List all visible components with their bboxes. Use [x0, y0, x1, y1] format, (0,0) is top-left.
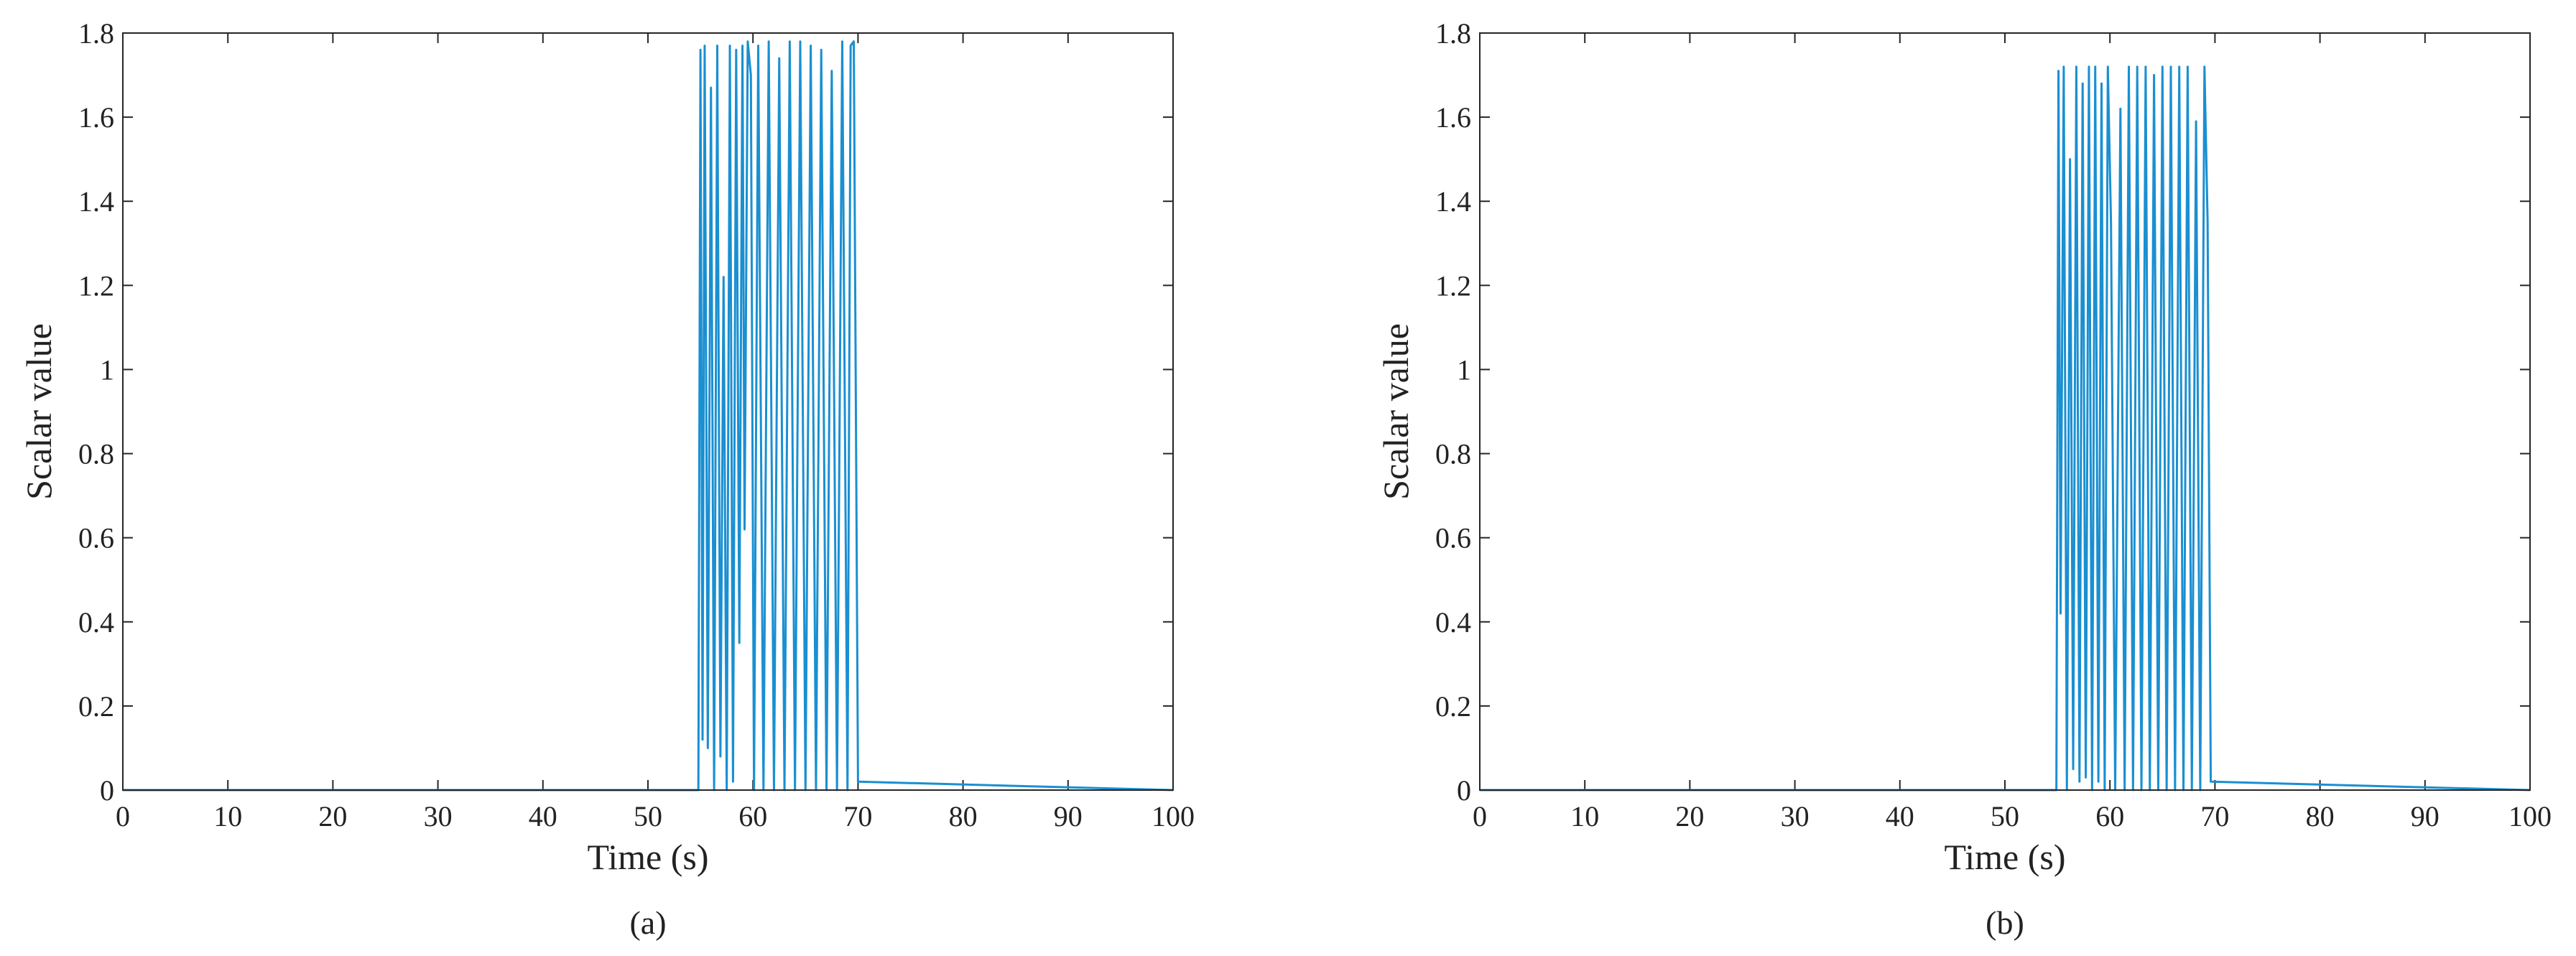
x-tick-label: 10: [1570, 800, 1599, 832]
plot-area: [123, 33, 1173, 790]
y-tick-label: 1.6: [1435, 101, 1471, 134]
axes-box: [122, 32, 1174, 791]
chart: 0 10 20 30 40 50 60 70 80 90 100 0 0.2 0.4 0.6 0.8 1 1.2 1…: [19, 17, 1195, 941]
chart: 0 10 20 30 40 50 60 70 80 90 100 0 0.2 0.4 0.6 0.8 1 1.2 1…: [1376, 17, 2552, 941]
x-tick-label: 0: [116, 800, 130, 832]
y-tick-label: 1.6: [78, 101, 114, 134]
axes-box: [1479, 32, 2531, 791]
x-tick-label: 70: [843, 800, 872, 832]
x-tick-label: 40: [529, 800, 557, 832]
x-tick-label: 50: [1991, 800, 2019, 832]
x-tick-label: 30: [424, 800, 453, 832]
y-tick-label: 1.4: [78, 185, 114, 218]
x-tick-label: 50: [634, 800, 662, 832]
x-tick-label: 80: [949, 800, 978, 832]
x-axis-label: Time (s): [587, 837, 708, 877]
x-tick-label: 70: [2200, 800, 2229, 832]
x-tick-label: 0: [1473, 800, 1487, 832]
y-axis-label: Scalar value: [1376, 323, 1416, 500]
y-tick-label: 0: [1457, 774, 1471, 807]
y-tick-label: 0.6: [1435, 522, 1471, 554]
y-tick-label: 1: [100, 353, 114, 386]
x-tick-label: 60: [738, 800, 767, 832]
y-tick-label: 0.8: [78, 438, 114, 470]
x-tick-label: 10: [213, 800, 242, 832]
y-tick-label: 1.8: [1435, 17, 1471, 50]
y-tick-label: 0.2: [78, 690, 114, 723]
x-tick-label: 60: [2095, 800, 2124, 832]
y-tick-label: 0.8: [1435, 438, 1471, 470]
x-tick-label: 20: [1675, 800, 1704, 832]
x-tick-label: 30: [1781, 800, 1810, 832]
caption: (b): [1986, 904, 2024, 941]
x-tick-label: 90: [2411, 800, 2440, 832]
x-tick-label: 100: [1152, 800, 1195, 832]
y-tick-label: 1.4: [1435, 185, 1471, 218]
x-tick-label: 80: [2306, 800, 2335, 832]
x-tick-label: 40: [1886, 800, 1914, 832]
x-tick-label: 20: [318, 800, 347, 832]
y-tick-label: 0.4: [78, 606, 114, 639]
x-tick-label: 90: [1054, 800, 1083, 832]
y-tick-label: 0.4: [1435, 606, 1471, 639]
y-tick-label: 0.2: [1435, 690, 1471, 723]
x-axis-label: Time (s): [1944, 837, 2065, 877]
y-tick-label: 1.2: [1435, 269, 1471, 302]
y-tick-label: 1.2: [78, 269, 114, 302]
x-tick-label: 100: [2508, 800, 2552, 832]
y-tick-label: 1: [1457, 353, 1471, 386]
caption: (a): [629, 904, 666, 941]
y-tick-label: 1.8: [78, 17, 114, 50]
plot-area: [1480, 33, 2530, 790]
y-tick-label: 0.6: [78, 522, 114, 554]
y-tick-label: 0: [100, 774, 114, 807]
y-axis-label: Scalar value: [19, 323, 59, 500]
